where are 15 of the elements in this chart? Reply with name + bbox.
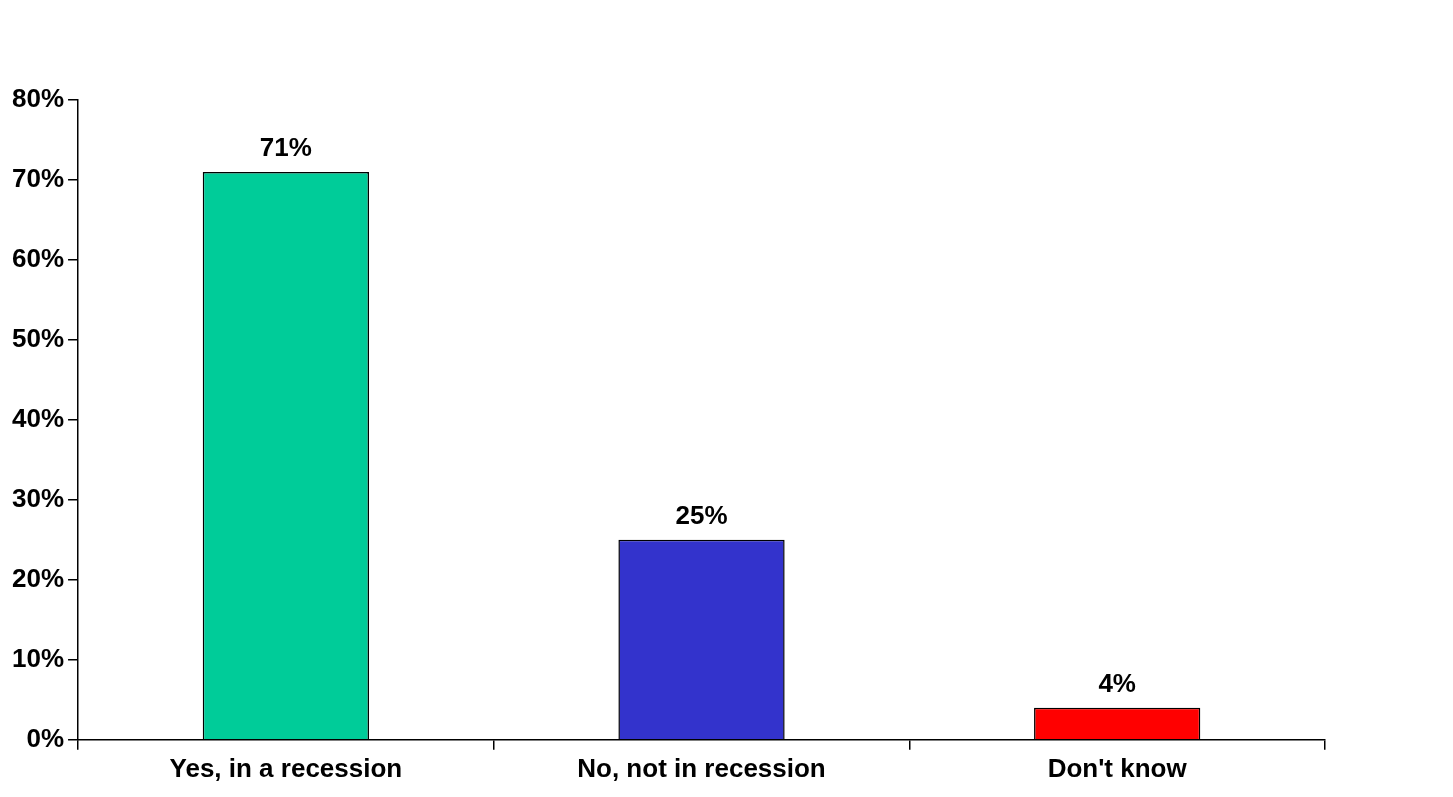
y-tick-label: 60% bbox=[11, 243, 65, 274]
data-label: 4% bbox=[1098, 667, 1136, 698]
x-tick-label: Yes, in a recession bbox=[169, 752, 403, 783]
y-tick-label: 30% bbox=[11, 483, 65, 514]
x-tick-label: No, not in recession bbox=[577, 752, 826, 783]
y-tick-label: 70% bbox=[11, 163, 65, 194]
y-tick-label: 40% bbox=[11, 403, 65, 434]
y-tick-label: 10% bbox=[11, 643, 65, 673]
data-label: 71% bbox=[259, 132, 312, 163]
y-tick-label: 20% bbox=[11, 563, 65, 594]
data-label: 25% bbox=[675, 500, 728, 531]
x-tick-label: Don't know bbox=[1047, 752, 1188, 783]
y-tick-label: 80% bbox=[11, 83, 65, 114]
y-tick-label: 0% bbox=[26, 722, 65, 753]
y-tick-label: 50% bbox=[11, 323, 65, 354]
